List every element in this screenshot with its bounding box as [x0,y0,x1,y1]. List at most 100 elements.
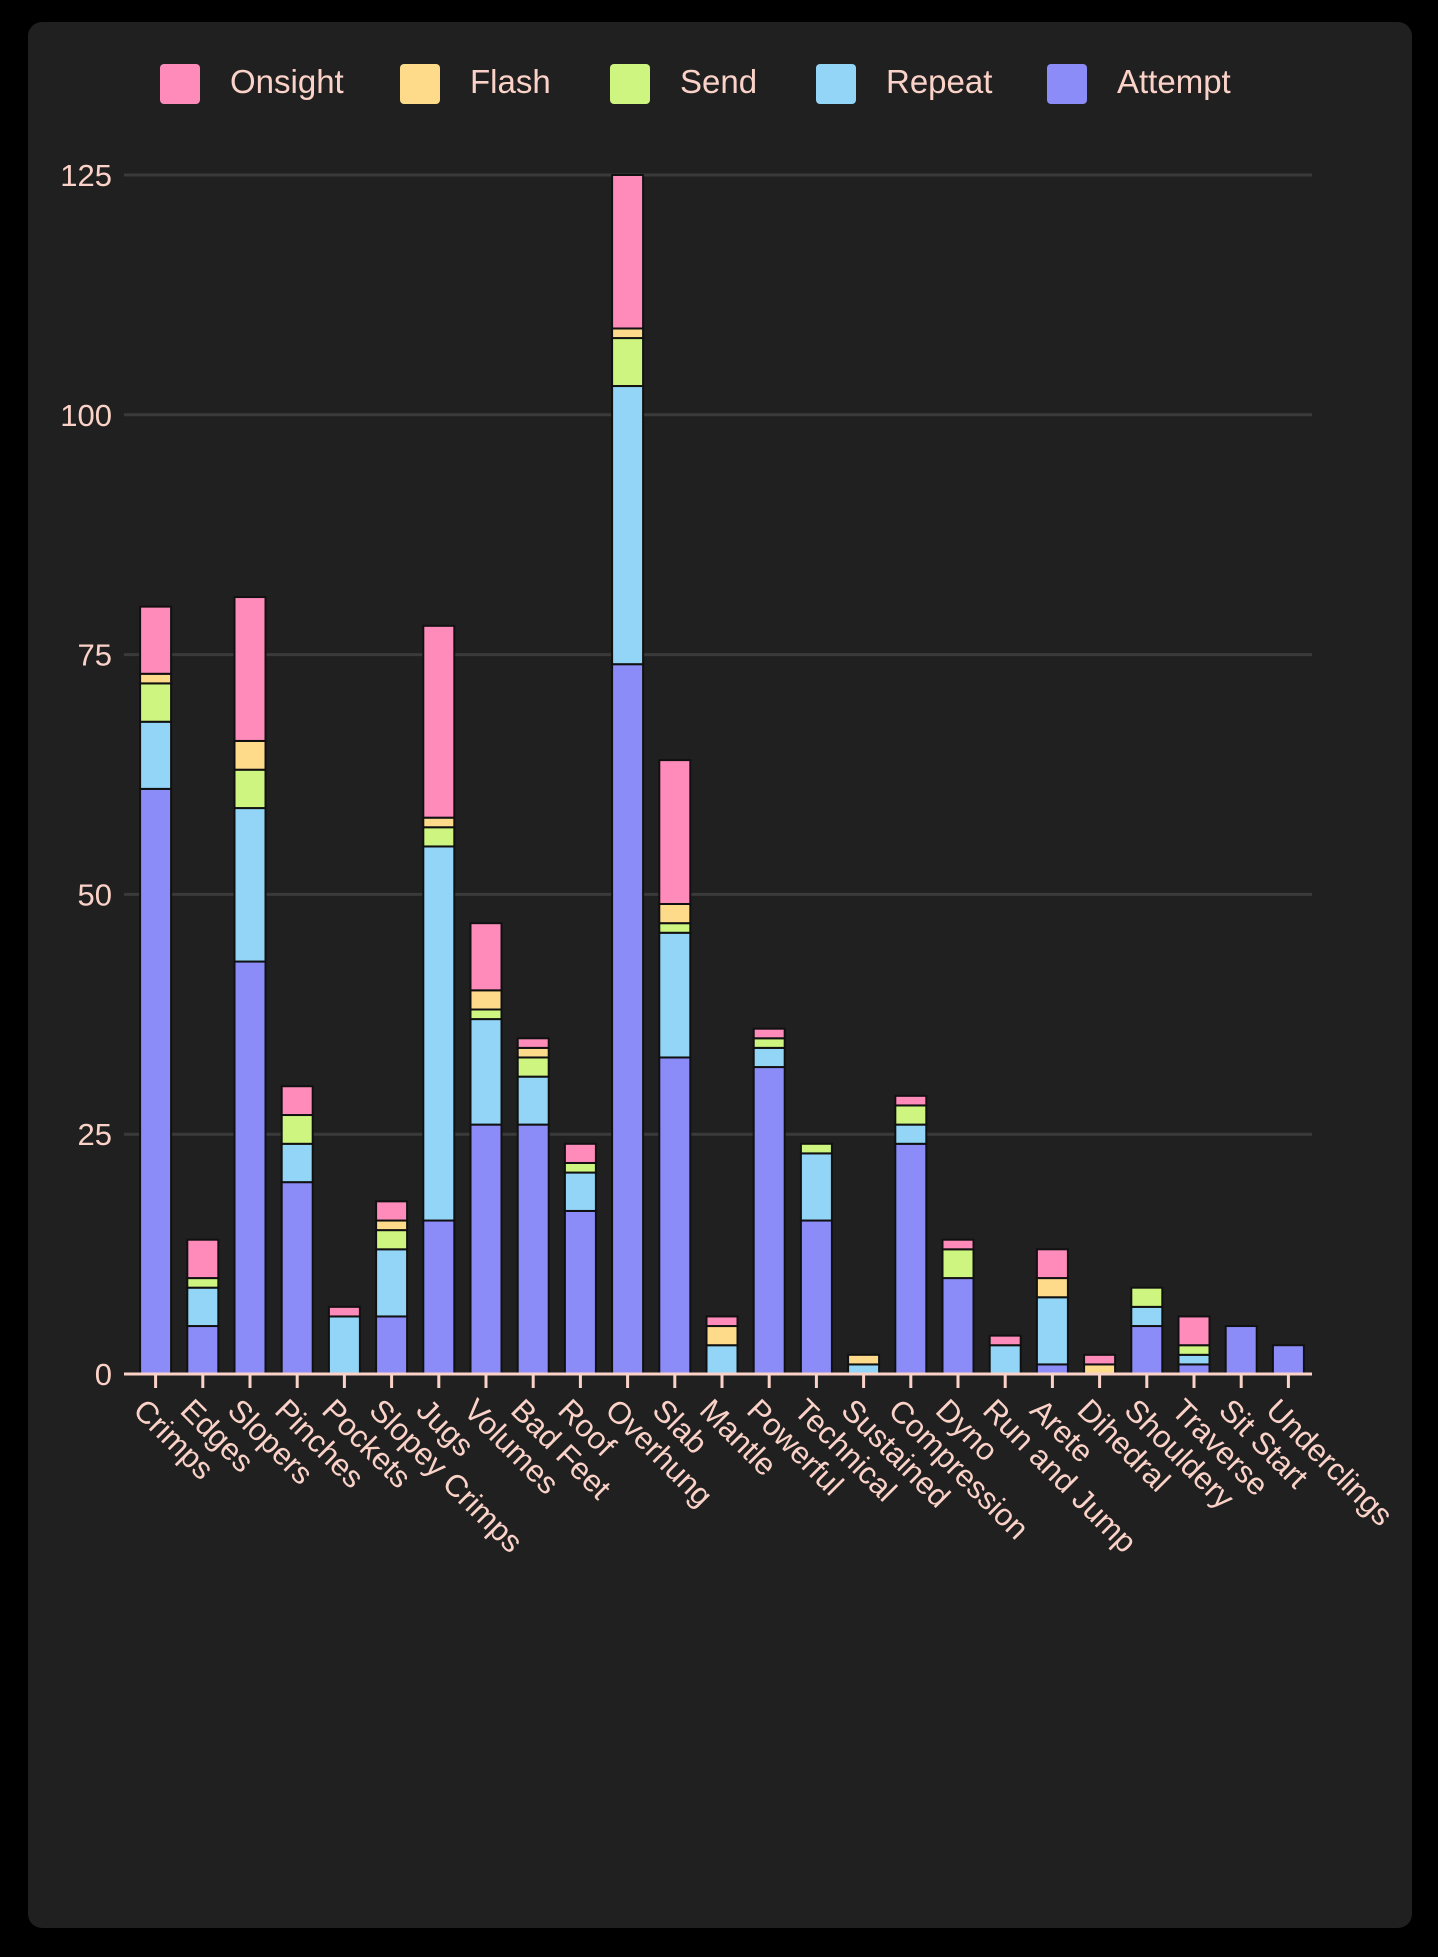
bar-volumes-onsight [469,922,503,992]
y-tick-label-50: 50 [78,877,112,912]
bar-edges-send [186,1277,220,1289]
bar-shouldery-attempt [1130,1325,1164,1376]
bar-overhung-onsight [611,174,645,330]
bar-arete-repeat [1035,1296,1069,1366]
bar-powerful-send [752,1037,786,1049]
bar-crimps-send [139,682,173,723]
bars [139,174,1305,1376]
bar-overhung-repeat [611,385,645,666]
bar-slopey-crimps-repeat [375,1248,409,1318]
bar-jugs-send [422,826,456,848]
bar-powerful-onsight [752,1027,786,1040]
bar-shouldery-repeat [1130,1305,1164,1328]
bar-jugs-flash [422,816,456,829]
bar-traverse-onsight [1177,1315,1211,1347]
bar-volumes-attempt [469,1123,503,1376]
bar-crimps-flash [139,672,173,685]
legend-swatch-attempt [1047,64,1087,104]
bar-roof-repeat [563,1171,597,1212]
bar-pockets-onsight [327,1305,361,1318]
bar-slopey-crimps-onsight [375,1200,409,1222]
legend-swatch-repeat [816,64,856,104]
bar-dyno-onsight [941,1238,975,1251]
bar-slab-repeat [658,931,692,1059]
bar-overhung-send [611,337,645,388]
bar-pinches-attempt [280,1181,314,1376]
y-tick-label-0: 0 [95,1357,112,1392]
bar-arete-flash [1035,1277,1069,1299]
legend-swatch-onsight [160,64,200,104]
legend-label-send: Send [680,63,757,100]
legend-label-repeat: Repeat [886,63,992,100]
bar-slopers-onsight [233,596,267,742]
legend-swatch-send [610,64,650,104]
bar-traverse-repeat [1177,1353,1211,1366]
bar-mantle-flash [705,1325,739,1347]
y-tick-label-100: 100 [60,398,112,433]
bar-slopers-attempt [233,960,267,1375]
bar-edges-repeat [186,1286,220,1328]
bar-bad-feet-flash [516,1046,550,1059]
bar-mantle-repeat [705,1344,739,1375]
bar-slopers-flash [233,739,267,771]
bar-volumes-repeat [469,1018,503,1126]
stacked-bar-chart: Onsight Flash Send Repeat Attempt 0 25 50 75 100… [60,63,1400,1560]
legend-label-onsight: Onsight [230,63,344,100]
bar-slopers-repeat [233,807,267,963]
bar-sit-start-attempt [1224,1325,1258,1376]
bar-slopers-send [233,768,267,810]
bar-volumes-send [469,1008,503,1021]
bar-dihedral-onsight [1083,1353,1117,1366]
bar-dyno-send [941,1248,975,1280]
bar-powerful-repeat [752,1046,786,1069]
bar-bad-feet-onsight [516,1037,550,1049]
bar-bad-feet-repeat [516,1075,550,1126]
bar-jugs-onsight [422,624,456,819]
bar-bad-feet-send [516,1056,550,1078]
bar-slopey-crimps-attempt [375,1315,409,1375]
bar-shouldery-send [1130,1286,1164,1308]
bar-pinches-repeat [280,1142,314,1184]
bar-technical-attempt [799,1219,833,1375]
bar-compression-repeat [894,1123,928,1145]
bar-bad-feet-attempt [516,1123,550,1376]
bar-technical-repeat [799,1152,833,1222]
y-tick-label-125: 125 [60,158,112,193]
bar-compression-attempt [894,1142,928,1375]
bar-edges-attempt [186,1325,220,1376]
bar-run-and-jump-onsight [988,1334,1022,1347]
bar-slab-send [658,922,692,934]
bar-overhung-flash [611,327,645,340]
bar-jugs-attempt [422,1219,456,1375]
bar-slab-onsight [658,759,692,905]
bar-traverse-send [1177,1344,1211,1356]
bar-slopey-crimps-flash [375,1219,409,1232]
bar-underclings-attempt [1271,1344,1305,1375]
bar-run-and-jump-repeat [988,1344,1022,1375]
bar-arete-onsight [1035,1248,1069,1280]
legend-label-flash: Flash [470,63,551,100]
legend-swatch-flash [400,64,440,104]
bar-pinches-send [280,1114,314,1145]
bar-roof-send [563,1161,597,1174]
bar-compression-send [894,1104,928,1126]
bar-roof-onsight [563,1142,597,1164]
bar-slab-flash [658,902,692,925]
bar-powerful-attempt [752,1066,786,1376]
bar-crimps-repeat [139,720,173,790]
bar-volumes-flash [469,989,503,1011]
legend-label-attempt: Attempt [1117,63,1231,100]
y-tick-label-75: 75 [78,638,112,673]
legend: Onsight Flash Send Repeat Attempt [160,63,1231,104]
bar-pockets-repeat [327,1315,361,1375]
bar-jugs-repeat [422,845,456,1222]
bar-compression-onsight [894,1094,928,1107]
bar-dyno-attempt [941,1277,975,1375]
bar-overhung-attempt [611,663,645,1375]
bar-mantle-onsight [705,1315,739,1328]
bar-sustained-flash [847,1353,881,1366]
y-axis: 0 25 50 75 100 125 [60,158,112,1392]
grid-lines [124,173,1312,1136]
bar-slab-attempt [658,1056,692,1375]
